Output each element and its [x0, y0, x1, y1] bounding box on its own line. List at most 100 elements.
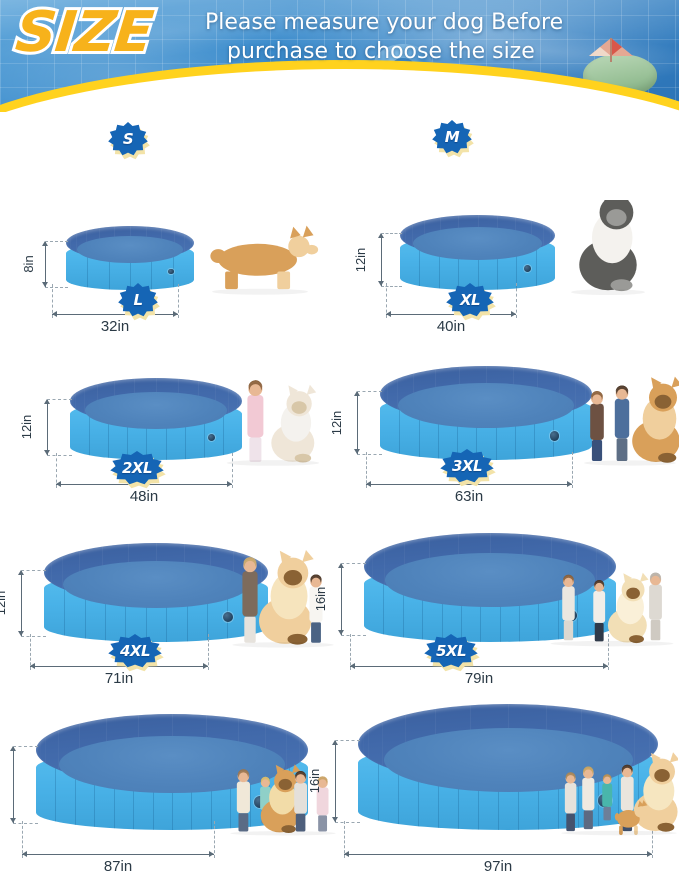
height-dimension-4xl: 16in: [8, 746, 18, 822]
dimension-line: [344, 854, 652, 855]
size-badge-l: L: [118, 283, 158, 317]
extension-line: [381, 286, 402, 288]
pool-floor: [398, 383, 574, 428]
dimension-line: [45, 241, 46, 286]
extension-line: [386, 283, 387, 318]
page-title: SIZE: [13, 5, 155, 61]
instruction-line-2: purchase to choose the size: [205, 37, 675, 66]
extension-line: [22, 821, 23, 858]
dimension-line: [21, 570, 22, 637]
dimension-line: [22, 854, 214, 855]
diameter-label: 87in: [22, 858, 214, 875]
extension-line: [47, 455, 72, 457]
diameter-dimension-4xl: 87in: [22, 854, 214, 876]
dimension-line: [13, 746, 14, 822]
pool-drain-plug: [550, 431, 560, 441]
header-banner: SIZE Please measure your dog Before purc…: [0, 0, 679, 112]
size-badge-xl: XL: [446, 283, 494, 317]
size-badge-label: 4XL: [108, 634, 162, 670]
size-badge-m: M: [432, 120, 472, 154]
extension-line: [381, 233, 402, 235]
extension-line: [572, 452, 573, 488]
size-badge-s: S: [108, 122, 148, 156]
extension-line: [350, 634, 351, 670]
extension-line: [47, 399, 72, 401]
extension-line: [21, 636, 46, 638]
extension-line: [357, 454, 382, 456]
extension-line: [341, 635, 366, 637]
pool-illustration-l: [70, 378, 242, 460]
diameter-dimension-5xl: 97in: [344, 854, 652, 876]
size-badge-label: 3XL: [440, 449, 494, 485]
pool-illustration-m: [400, 215, 555, 290]
pool-floor: [413, 227, 542, 260]
husky-dog-photo: [552, 200, 664, 296]
diameter-label: 71in: [30, 670, 208, 687]
extension-line: [335, 822, 360, 824]
extension-line: [344, 821, 345, 858]
extension-line: [178, 284, 179, 318]
size-badge-2xl: 2XL: [110, 451, 164, 485]
header-instruction-text: Please measure your dog Before purchase …: [205, 8, 675, 66]
dimension-line: [381, 233, 382, 285]
size-badge-label: M: [432, 120, 472, 156]
pool-illustration-s: [66, 226, 194, 290]
dimension-line: [341, 563, 342, 635]
extension-line: [214, 821, 215, 858]
extension-line: [341, 563, 366, 565]
pool-floor: [63, 561, 249, 608]
instruction-line-1: Please measure your dog Before: [205, 10, 563, 35]
height-label: 12in: [353, 247, 368, 272]
extension-line: [357, 391, 382, 393]
height-label: 16in: [307, 769, 322, 794]
extension-line: [335, 740, 360, 742]
diameter-label: 63in: [366, 488, 572, 505]
extension-line: [56, 453, 57, 488]
size-badge-label: L: [118, 283, 158, 319]
height-dimension-xl: 12in: [352, 391, 362, 454]
extension-line: [21, 570, 46, 572]
yellow-wave-divider: [0, 60, 679, 112]
extension-line: [516, 283, 517, 318]
two-kids-with-golden-retriever-photo: [580, 366, 679, 466]
diameter-label: 97in: [344, 858, 652, 875]
height-label: 12in: [0, 591, 8, 616]
dimension-line: [357, 391, 358, 454]
height-dimension-2xl: 12in: [16, 570, 26, 637]
girl-with-dog-photo: [218, 364, 328, 466]
diameter-dimension-xl: 63in: [366, 484, 572, 506]
extension-line: [13, 746, 38, 748]
size-badge-label: XL: [446, 283, 494, 319]
height-dimension-s: 8in: [40, 241, 50, 286]
height-label: 12in: [329, 410, 344, 435]
extension-line: [13, 823, 38, 825]
pool-illustration-xl: [380, 366, 592, 460]
extension-line: [45, 287, 68, 289]
size-badge-label: 2XL: [110, 451, 164, 487]
extension-line: [366, 452, 367, 488]
height-dimension-3xl: 16in: [336, 563, 346, 635]
diameter-label: 79in: [350, 670, 608, 687]
height-label: 8in: [21, 255, 36, 272]
corgi-dog-photo: [200, 210, 320, 296]
extension-line: [30, 634, 31, 670]
extension-line: [45, 241, 68, 243]
size-badge-5xl: 5XL: [424, 634, 478, 668]
height-label: 12in: [19, 415, 34, 440]
family-of-three-with-puppy-photo: [548, 538, 676, 648]
dimension-line: [47, 399, 48, 456]
size-badge-label: 5XL: [424, 634, 478, 670]
size-badge-3xl: 3XL: [440, 449, 494, 483]
size-badge-label: S: [108, 122, 148, 158]
diameter-label: 48in: [56, 488, 232, 505]
size-badge-4xl: 4XL: [108, 634, 162, 668]
pool-floor: [85, 392, 228, 429]
height-dimension-5xl: 16in: [330, 740, 340, 822]
extension-line: [208, 634, 209, 670]
height-dimension-l: 12in: [42, 399, 52, 456]
large-family-with-two-dogs-photo: [560, 738, 678, 836]
height-label: 16in: [313, 587, 328, 612]
dimension-line: [335, 740, 336, 822]
extension-line: [52, 284, 53, 318]
